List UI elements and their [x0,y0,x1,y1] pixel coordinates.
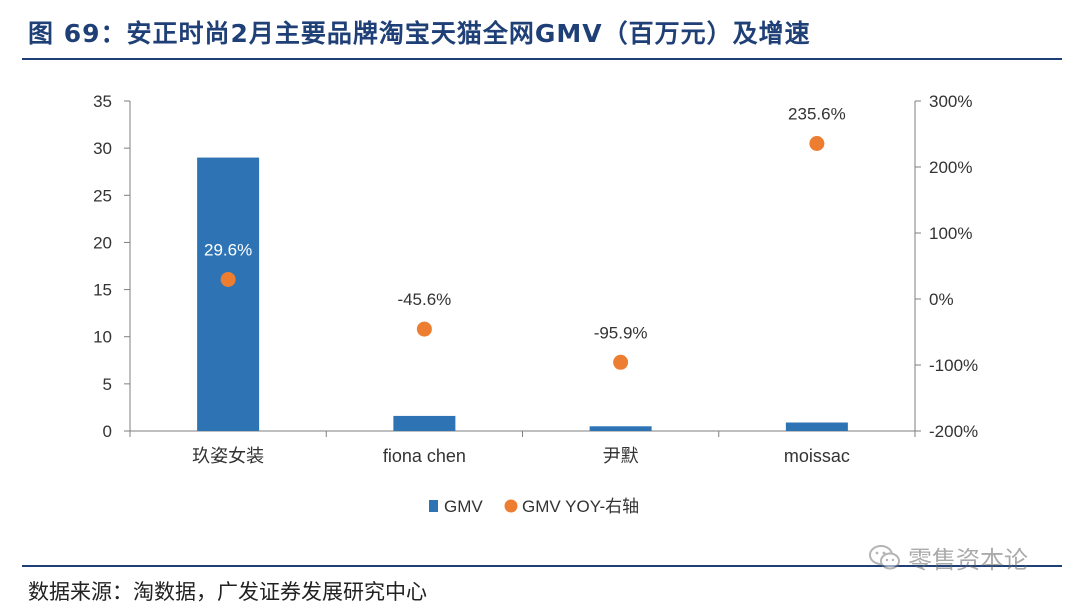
left-y-tick-label: 20 [93,233,112,252]
left-y-tick-label: 0 [103,422,112,441]
legend-label-gmv: GMV [444,497,483,516]
right-y-tick-label: -200% [929,422,978,441]
gmv-bar [197,157,260,432]
left-y-tick-label: 30 [93,139,112,158]
right-y-tick-label: -100% [929,356,978,375]
x-tick-label: 尹默 [603,446,639,466]
watermark: 零售资本论 [868,540,1028,575]
yoy-data-label: 235.6% [788,105,846,124]
yoy-point [416,321,432,337]
right-y-tick-label: 0% [929,290,954,309]
yoy-data-label: 29.6% [204,240,252,259]
gmv-bar [589,426,652,431]
gmv-bar [393,415,456,431]
legend-swatch-yoy [504,499,518,513]
left-y-tick-label: 15 [93,281,112,300]
left-y-tick-label: 35 [93,92,112,111]
x-tick-label: 玖姿女装 [192,446,264,466]
left-y-tick-label: 25 [93,186,112,205]
left-y-tick-label: 5 [103,375,112,394]
watermark-text: 零售资本论 [908,546,1028,574]
legend-swatch-gmv [429,500,438,512]
left-y-tick-label: 10 [93,328,112,347]
x-tick-label: moissac [784,446,850,466]
right-y-tick-label: 300% [929,92,972,111]
yoy-point [809,136,825,152]
yoy-point [220,271,236,287]
source-note: 数据来源：淘数据，广发证券发展研究中心 [28,580,427,604]
figure-title: 图 69：安正时尚2月主要品牌淘宝天猫全网GMV（百万元）及增速 [28,19,811,48]
source-rule [22,565,1062,567]
legend-label-yoy: GMV YOY-右轴 [522,497,639,516]
yoy-point [613,354,629,370]
right-y-tick-label: 200% [929,158,972,177]
gmv-bar [785,422,848,431]
yoy-data-label: -45.6% [397,290,451,309]
title-rule [22,58,1062,60]
right-y-tick-label: 100% [929,224,972,243]
wechat-icon [869,544,900,569]
x-tick-label: fiona chen [383,446,466,466]
yoy-data-label: -95.9% [594,323,648,342]
